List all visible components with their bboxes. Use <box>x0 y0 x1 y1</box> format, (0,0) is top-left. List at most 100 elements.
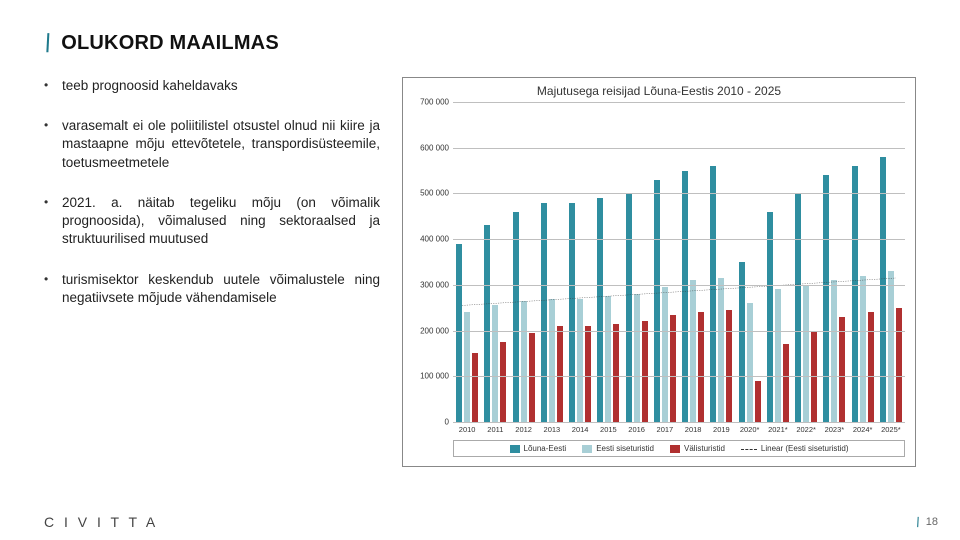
gridline <box>453 148 905 149</box>
bar <box>747 303 753 422</box>
y-axis-label: 600 000 <box>407 143 449 152</box>
bar <box>823 175 829 422</box>
bar <box>569 203 575 422</box>
chart-container: Majutusega reisijad Lõuna-Eestis 2010 - … <box>402 77 916 467</box>
bar <box>557 326 563 422</box>
page-number: \18 <box>916 514 938 530</box>
bar <box>755 381 761 422</box>
bar <box>662 287 668 422</box>
bar <box>654 180 660 422</box>
bar <box>549 299 555 422</box>
bar <box>831 280 837 422</box>
bar <box>783 344 789 422</box>
bar <box>605 296 611 422</box>
bar <box>852 166 858 422</box>
x-axis-label: 2013 <box>538 422 566 434</box>
x-axis-label: 2019 <box>707 422 735 434</box>
bar <box>521 301 527 422</box>
bar <box>690 280 696 422</box>
legend-label: Eesti siseturistid <box>596 444 654 453</box>
x-axis-label: 2020* <box>736 422 764 434</box>
brand-logo: C I V I T T A <box>44 514 158 530</box>
bar <box>860 276 866 422</box>
gridline <box>453 193 905 194</box>
x-axis-label: 2014 <box>566 422 594 434</box>
x-axis-label: 2016 <box>623 422 651 434</box>
bar <box>500 342 506 422</box>
bar <box>513 212 519 422</box>
gridline <box>453 102 905 103</box>
year-group <box>792 102 820 422</box>
bar <box>642 321 648 422</box>
bar <box>767 212 773 422</box>
y-axis-label: 100 000 <box>407 372 449 381</box>
bar <box>492 305 498 422</box>
bar <box>529 333 535 422</box>
bullet-item: 2021. a. näitab tegeliku mõju (on võimal… <box>62 194 384 249</box>
x-axis-label: 2021* <box>764 422 792 434</box>
bar <box>775 289 781 422</box>
bar <box>839 317 845 422</box>
slide-title-row: \ OLUKORD MAAILMAS <box>44 28 916 59</box>
bar <box>896 308 902 422</box>
slide-title: OLUKORD MAAILMAS <box>61 32 279 55</box>
legend-label: Lõuna-Eesti <box>524 444 567 453</box>
legend-swatch <box>582 445 592 453</box>
bar <box>484 225 490 422</box>
year-group <box>877 102 905 422</box>
bar <box>888 271 894 422</box>
legend-item: Välisturistid <box>670 444 725 453</box>
bar <box>456 244 462 422</box>
x-axis-label: 2017 <box>651 422 679 434</box>
bar <box>585 326 591 422</box>
legend-swatch <box>510 445 520 453</box>
bar <box>710 166 716 422</box>
bar <box>541 203 547 422</box>
bar <box>739 262 745 422</box>
year-group <box>481 102 509 422</box>
bar <box>880 157 886 422</box>
x-axis-label: 2024* <box>849 422 877 434</box>
year-group <box>736 102 764 422</box>
bullet-column: teeb prognoosid kaheldavaksvarasemalt ei… <box>44 77 384 467</box>
year-group <box>538 102 566 422</box>
year-group <box>594 102 622 422</box>
bar <box>577 299 583 422</box>
year-group <box>510 102 538 422</box>
bar <box>626 193 632 422</box>
bar <box>718 278 724 422</box>
y-axis-label: 300 000 <box>407 280 449 289</box>
year-group <box>849 102 877 422</box>
bar <box>613 324 619 422</box>
year-group <box>623 102 651 422</box>
year-group <box>679 102 707 422</box>
gridline <box>453 331 905 332</box>
y-axis-label: 0 <box>407 418 449 427</box>
bar <box>464 312 470 422</box>
legend-item: Lõuna-Eesti <box>510 444 567 453</box>
legend-item: Linear (Eesti siseturistid) <box>741 444 849 453</box>
year-group <box>707 102 735 422</box>
title-accent: \ <box>39 28 56 59</box>
gridline <box>453 285 905 286</box>
chart-title: Majutusega reisijad Lõuna-Eestis 2010 - … <box>409 84 909 98</box>
gridline <box>453 239 905 240</box>
legend-label: Välisturistid <box>684 444 725 453</box>
bar <box>472 353 478 422</box>
bar <box>795 193 801 422</box>
legend-label: Linear (Eesti siseturistid) <box>761 444 849 453</box>
bar <box>634 294 640 422</box>
legend-swatch <box>670 445 680 453</box>
x-axis-label: 2011 <box>481 422 509 434</box>
chart-x-axis: 2010201120122013201420152016201720182019… <box>453 422 905 434</box>
bar <box>597 198 603 422</box>
year-group <box>566 102 594 422</box>
bullet-item: turismisektor keskendub uutele võimalust… <box>62 271 384 307</box>
x-axis-label: 2012 <box>510 422 538 434</box>
x-axis-label: 2023* <box>820 422 848 434</box>
x-axis-label: 2015 <box>594 422 622 434</box>
bar <box>698 312 704 422</box>
y-axis-label: 400 000 <box>407 235 449 244</box>
y-axis-label: 500 000 <box>407 189 449 198</box>
gridline <box>453 376 905 377</box>
